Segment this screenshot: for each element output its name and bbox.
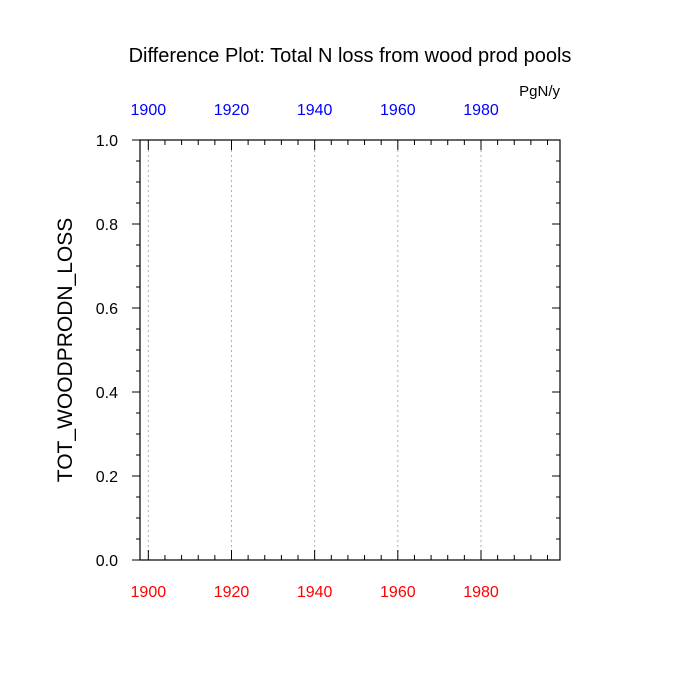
x-tick-label-top-1900: 1900 [131,102,167,119]
y-tick-label-0.6: 0.6 [96,301,118,318]
x-tick-label-bottom-1900: 1900 [131,584,167,601]
y-tick-label-0.4: 0.4 [96,385,118,402]
y-tick-label-0.0: 0.0 [96,553,118,570]
y-tick-label-0.2: 0.2 [96,469,118,486]
y-tick-label-1.0: 1.0 [96,133,118,150]
top-x-axis-labels: 1900 1920 1940 1960 1980 [131,102,499,119]
x-tick-label-top-1960: 1960 [380,102,416,119]
major-ticks [132,139,560,561]
y-axis-label: TOT_WOODPRODN_LOSS [54,218,77,483]
x-tick-label-bottom-1960: 1960 [380,584,416,601]
plot-frame [139,139,561,561]
units-label: PgN/y [519,83,560,100]
x-tick-label-top-1920: 1920 [214,102,250,119]
x-tick-label-top-1940: 1940 [297,102,333,119]
grid-lines [147,140,482,560]
x-tick-label-top-1980: 1980 [463,102,499,119]
x-tick-label-bottom-1940: 1940 [297,584,333,601]
x-tick-label-bottom-1920: 1920 [214,584,250,601]
minor-ticks [136,140,560,560]
x-tick-label-bottom-1980: 1980 [463,584,499,601]
y-tick-label-0.8: 0.8 [96,217,118,234]
bottom-x-axis-labels: 1900 1920 1940 1960 1980 [131,584,499,601]
y-axis-labels: 0.0 0.2 0.4 0.6 0.8 1.0 [96,133,118,570]
chart-title: Difference Plot: Total N loss from wood … [129,45,572,67]
